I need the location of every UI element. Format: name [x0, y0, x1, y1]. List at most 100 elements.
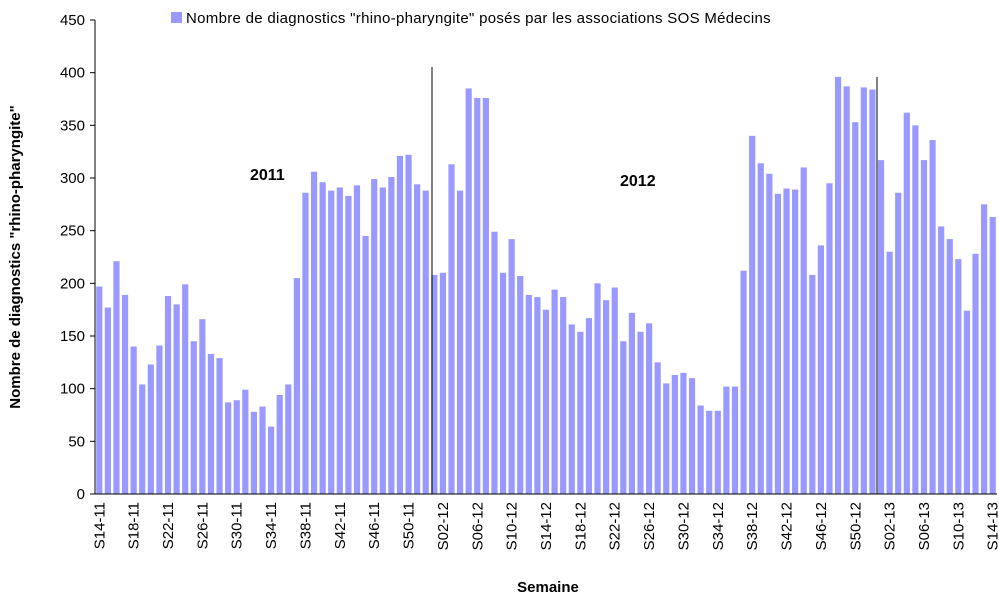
bar	[800, 167, 807, 494]
bar	[774, 193, 782, 495]
bar	[568, 324, 575, 494]
bar	[259, 406, 266, 494]
x-tick-label: S18-11	[126, 502, 143, 549]
bar	[955, 259, 962, 494]
bar	[628, 312, 635, 494]
bar	[285, 384, 292, 494]
bar	[542, 309, 550, 494]
bar	[130, 346, 137, 494]
bar	[96, 286, 103, 494]
bar	[353, 185, 361, 494]
bar	[173, 304, 180, 494]
bar	[396, 155, 404, 494]
bar	[362, 235, 369, 494]
x-tick-label: S50-11	[401, 502, 418, 549]
x-tick-label: S14-12	[538, 502, 555, 550]
bar	[989, 216, 996, 494]
bar	[268, 426, 275, 494]
x-tick-label: S02-13	[882, 502, 899, 550]
bar	[233, 400, 240, 494]
bar	[431, 274, 438, 494]
x-tick-label: S50-12	[847, 502, 864, 550]
x-tick-label: S46-11	[366, 502, 383, 549]
y-tick-label: 400	[60, 65, 85, 82]
bar	[817, 245, 824, 494]
bar	[585, 318, 593, 494]
bar	[749, 135, 756, 494]
bar	[465, 88, 472, 494]
bar	[310, 171, 318, 494]
bar	[938, 226, 945, 494]
bar	[981, 204, 988, 495]
bar	[946, 239, 953, 494]
bar	[843, 86, 850, 495]
bar	[611, 287, 618, 494]
bar	[551, 289, 558, 494]
bar	[912, 125, 919, 494]
bar	[319, 182, 326, 495]
bar	[688, 378, 696, 494]
x-tick-label: S46-12	[813, 502, 830, 550]
y-tick-label: 300	[60, 170, 85, 187]
x-tick-label: S10-13	[950, 502, 967, 550]
bar	[371, 179, 378, 494]
y-tick-label: 200	[60, 275, 85, 292]
bar	[499, 272, 507, 494]
x-tick-label: S26-12	[641, 502, 658, 550]
bar	[869, 89, 876, 495]
x-tick-label: S14-11	[91, 502, 108, 549]
bar	[414, 184, 421, 494]
bar	[654, 362, 661, 494]
y-axis-label: Nombre de diagnostics "rhino-pharyngite"	[7, 105, 24, 408]
bar	[164, 295, 172, 494]
bar	[508, 239, 515, 494]
bar	[336, 187, 343, 495]
bar	[740, 270, 747, 494]
bar	[121, 294, 129, 494]
x-tick-label: S02-12	[435, 502, 452, 550]
bar	[113, 261, 120, 494]
x-tick-label: S14-13	[985, 502, 999, 550]
bar	[207, 353, 215, 494]
bar	[963, 310, 971, 494]
bar	[903, 112, 910, 495]
x-tick-label: S10-12	[504, 502, 521, 550]
y-tick-label: 50	[68, 433, 85, 450]
bar	[139, 384, 146, 494]
bar	[731, 386, 739, 494]
bar	[877, 160, 885, 495]
y-tick-label: 0	[77, 486, 85, 503]
bar	[929, 140, 936, 494]
bar	[250, 411, 258, 494]
bar	[886, 251, 893, 494]
bar	[895, 192, 902, 494]
bar	[766, 173, 773, 494]
bar	[388, 176, 395, 495]
bar	[182, 284, 189, 494]
x-tick-label: S22-12	[607, 502, 624, 550]
legend-label: Nombre de diagnostics "rhino-pharyngite"…	[186, 10, 771, 27]
bar	[757, 163, 764, 494]
bar	[783, 188, 790, 495]
bar	[482, 97, 489, 495]
bar	[225, 402, 232, 494]
x-tick-label: S34-12	[710, 502, 727, 550]
x-tick-label: S26-11	[194, 502, 211, 549]
bar	[920, 160, 928, 495]
x-tick-label: S38-11	[297, 502, 314, 549]
x-tick-label: S30-12	[675, 502, 692, 550]
bar	[457, 190, 464, 494]
bar	[714, 410, 721, 494]
bar	[448, 164, 455, 494]
bar	[834, 76, 842, 494]
bar	[439, 272, 447, 494]
y-tick-label: 150	[60, 328, 85, 345]
x-tick-label: S18-12	[572, 502, 589, 550]
bar	[972, 253, 979, 494]
bar	[534, 297, 541, 494]
bar	[242, 389, 249, 494]
bar	[345, 195, 352, 494]
x-axis-label: Semaine	[517, 579, 579, 596]
